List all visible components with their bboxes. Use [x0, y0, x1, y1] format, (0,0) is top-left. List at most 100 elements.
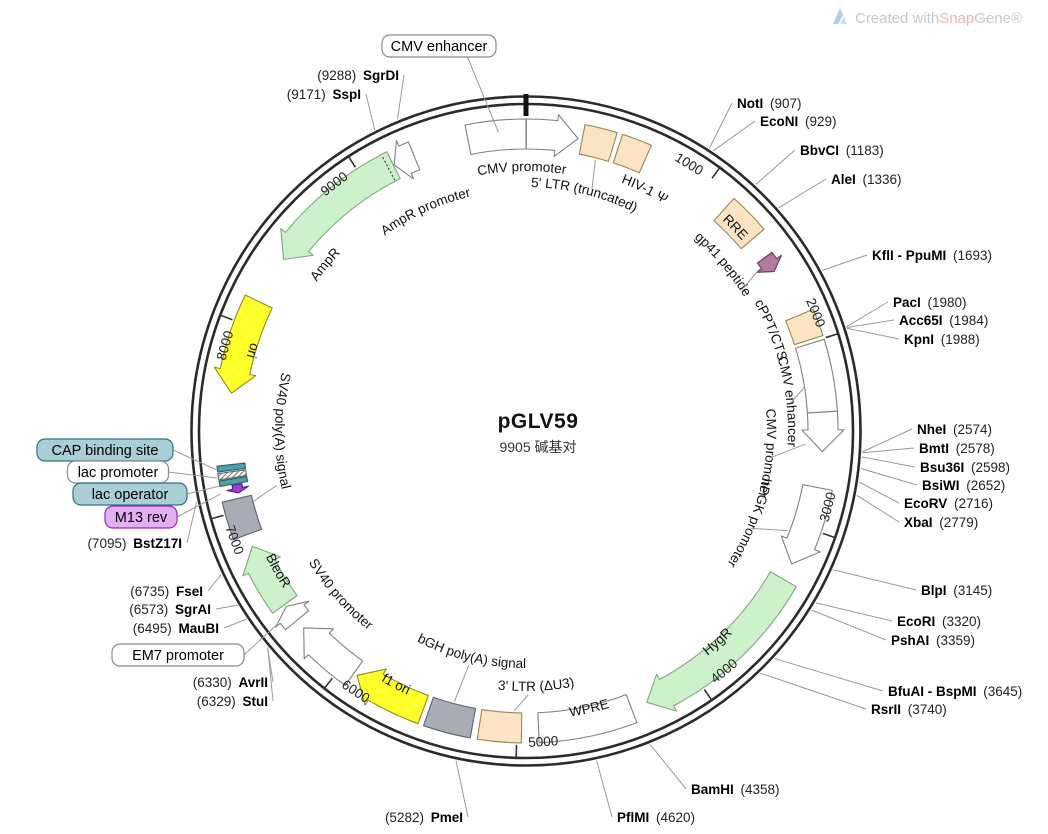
feature-ori[interactable] — [213, 294, 273, 394]
site-callout-bstz17i — [186, 501, 198, 544]
feature-sv40-promoter[interactable] — [303, 627, 364, 686]
feature-lac-promoter[interactable] — [217, 469, 248, 481]
site-label-ecorv[interactable]: EcoRV (2716) — [904, 496, 993, 511]
boxed-label-callout — [176, 493, 221, 518]
site-callout-ecori — [815, 602, 893, 622]
tick-8000 — [219, 313, 233, 321]
site-label-maubi[interactable]: (6495) MauBI — [133, 621, 219, 636]
label-callout-line — [252, 484, 278, 502]
feature-wpre[interactable] — [537, 694, 638, 744]
tick-6000 — [323, 677, 333, 690]
feature-label-cppt-cts[interactable]: cPPT/CTS — [752, 297, 790, 362]
feature-hpgk-promoter[interactable] — [780, 484, 833, 565]
feature-5-ltr-truncated[interactable] — [578, 124, 618, 162]
site-label-sgrai[interactable]: (6573) SgrAI — [129, 602, 211, 617]
boxed-label-em7-promoter[interactable] — [111, 643, 245, 667]
site-callout-pflmi — [596, 760, 613, 818]
site-label-alei[interactable]: AleI (1336) — [831, 172, 902, 187]
feature-hygr[interactable] — [646, 571, 797, 712]
feature-3-ltr-u3[interactable] — [476, 708, 523, 744]
site-label-bsiwi[interactable]: BsiWI (2652) — [922, 478, 1005, 493]
site-label-bbvci[interactable]: BbvCI (1183) — [800, 143, 884, 158]
feature-label-cmv-promoter[interactable]: CMV promoter — [476, 159, 568, 178]
site-callout-kpni — [846, 327, 900, 340]
boxed-label-lac-operator[interactable] — [72, 482, 188, 506]
feature-cppt-cts[interactable] — [785, 308, 824, 346]
site-label-blpi[interactable]: BlpI (3145) — [921, 583, 992, 598]
site-callout-sgrdi — [396, 74, 405, 120]
feature-label-ampr[interactable]: AmpR — [307, 245, 343, 284]
boxed-label-text-m13-rev: M13 rev — [115, 510, 168, 526]
snapgene-logo-icon — [832, 8, 848, 29]
boxed-label-text-lac-promoter: lac promoter — [78, 465, 159, 481]
site-label-bamhi[interactable]: BamHI (4358) — [691, 782, 780, 797]
site-label-xbai[interactable]: XbaI (2779) — [904, 515, 978, 530]
feature-label-3-ltr-u3[interactable]: 3' LTR (ΔU3) — [497, 675, 575, 694]
feature-label-bgh-poly-a-signal[interactable]: bGH poly(A) signal — [415, 631, 526, 671]
feature-cmv-promoter[interactable] — [801, 410, 845, 453]
site-label-bstz17i[interactable]: (7095) BstZ17I — [87, 536, 182, 551]
site-label-pmei[interactable]: (5282) PmeI — [385, 810, 463, 825]
feature-bgh-poly-a-signal[interactable] — [422, 696, 477, 739]
boxed-label-m13-rev[interactable] — [104, 505, 178, 529]
watermark-text: Created with — [854, 10, 940, 27]
site-label-sgrdi[interactable]: (9288) SgrDI — [317, 68, 399, 83]
feature-bleor[interactable] — [242, 545, 298, 614]
boxed-label-text-cap-binding-site: CAP binding site — [52, 443, 159, 459]
feature-ampr-promoter[interactable] — [393, 140, 421, 180]
tick-1000 — [711, 166, 722, 179]
feature-label-ori[interactable]: ori — [244, 341, 263, 359]
feature-ampr[interactable] — [280, 151, 401, 260]
site-label-bsu36i[interactable]: Bsu36I (2598) — [920, 460, 1010, 475]
feature-label-sv40-promoter[interactable]: SV40 promoter — [306, 556, 376, 633]
feature-cmv-enhancer[interactable] — [795, 338, 838, 414]
label-callout-line — [769, 443, 806, 459]
site-label-acc65i[interactable]: Acc65I (1984) — [899, 313, 988, 328]
site-callout-acc65i — [846, 319, 895, 328]
backbone-outer-ring — [190, 95, 862, 767]
feature-gp41-peptide[interactable] — [756, 251, 782, 273]
feature-sv40-poly-a-signal[interactable] — [221, 494, 263, 541]
feature-cap-binding-site[interactable] — [216, 462, 247, 473]
feature-label-ampr-promoter[interactable]: AmpR promoter — [378, 185, 472, 239]
feature-rre[interactable] — [713, 197, 765, 250]
site-label-bfuai-bspmi[interactable]: BfuAI - BspMI (3645) — [888, 684, 1022, 699]
site-label-nhei[interactable]: NheI (2574) — [917, 422, 992, 437]
label-callout-line — [750, 527, 788, 532]
site-callout-sgrai — [215, 604, 238, 610]
site-label-sspi[interactable]: (9171) SspI — [287, 87, 361, 102]
feature-hiv-1[interactable] — [612, 133, 652, 174]
site-label-avrii[interactable]: (6330) AvrII — [193, 675, 268, 690]
site-label-bmti[interactable]: BmtI (2578) — [919, 441, 995, 456]
feature-em7-promoter[interactable] — [275, 600, 310, 631]
tick-9000 — [347, 155, 357, 168]
site-label-kpni[interactable]: KpnI (1988) — [904, 332, 980, 347]
site-callout-econi — [713, 120, 756, 152]
site-label-econi[interactable]: EcoNI (929) — [760, 114, 837, 129]
site-label-paci[interactable]: PacI (1980) — [893, 295, 967, 310]
site-callout-bfuai-bspmi — [774, 658, 884, 692]
site-callout-kfli-ppumi — [822, 254, 868, 271]
feature-label-sv40-poly-a-signal[interactable]: SV40 poly(A) signal — [272, 371, 294, 490]
feature-lac-operator[interactable] — [218, 475, 249, 488]
feature-cmv-promoter[interactable] — [525, 114, 579, 157]
boxed-label-callout — [467, 56, 499, 133]
site-label-pshai[interactable]: PshAI (3359) — [891, 633, 975, 648]
tick-label-3000: 3000 — [817, 491, 839, 524]
boxed-label-text-lac-operator: lac operator — [92, 487, 169, 503]
feature-label-hpgk-promoter[interactable]: hPGK promoter — [724, 477, 774, 571]
feature-f1-ori[interactable] — [356, 668, 429, 725]
site-label-fsei[interactable]: (6735) FseI — [130, 584, 203, 599]
site-callout-paci — [846, 301, 889, 328]
site-label-stui[interactable]: (6329) StuI — [197, 694, 268, 709]
site-label-rsrii[interactable]: RsrII (3740) — [871, 702, 947, 717]
site-label-noti[interactable]: NotI (907) — [737, 96, 802, 111]
boxed-label-callout — [172, 449, 217, 471]
site-label-ecori[interactable]: EcoRI (3320) — [897, 614, 981, 629]
boxed-label-cmv-enhancer[interactable] — [381, 34, 497, 58]
feature-m13-rev[interactable] — [226, 483, 249, 494]
site-label-pflmi[interactable]: PflMI (4620) — [617, 810, 695, 825]
site-label-kfli-ppumi[interactable]: KflI - PpuMI (1693) — [872, 248, 992, 263]
